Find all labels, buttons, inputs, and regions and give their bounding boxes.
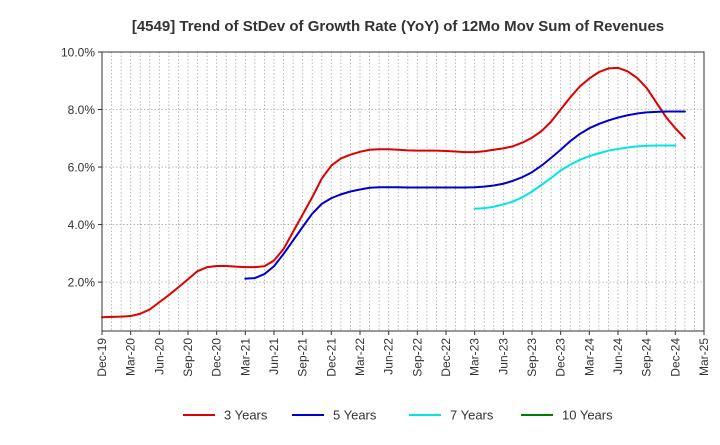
- y-tick-label: 4.0%: [68, 218, 96, 232]
- y-tick-label: 10.0%: [61, 46, 95, 60]
- x-tick-label: Dec-22: [439, 338, 453, 377]
- series-line-7-years: [473, 144, 677, 210]
- x-tick-label: Dec-23: [554, 338, 568, 377]
- x-tick-label: Jun-23: [496, 338, 510, 375]
- legend-label: 7 Years: [450, 408, 494, 423]
- y-tick-label: 8.0%: [68, 103, 96, 117]
- series-line-5-years: [244, 110, 686, 280]
- legend: 3 Years 5 Years 7 Years 10 Years: [183, 408, 613, 423]
- x-tick-label: Jun-21: [267, 338, 281, 375]
- x-tick-label: Sep-21: [296, 338, 310, 377]
- y-tick-label: 6.0%: [68, 161, 96, 175]
- x-tick-label: Dec-19: [95, 338, 109, 377]
- y-axis-ticks: 2.0% 4.0% 6.0% 8.0% 10.0%: [61, 46, 102, 290]
- legend-label: 3 Years: [224, 408, 268, 423]
- x-tick-label: Jun-22: [382, 338, 396, 375]
- x-tick-label: Mar-23: [468, 338, 482, 376]
- x-axis-ticks: Dec-19 Mar-20 Jun-20 Sep-20 Dec-20 Mar-21 Jun-…: [95, 331, 711, 377]
- x-tick-label: Dec-21: [324, 338, 338, 377]
- x-tick-label: Jun-20: [152, 338, 166, 375]
- chart-title: [4549] Trend of StDev of Growth Rate (Yo…: [132, 18, 664, 35]
- x-tick-label: Mar-22: [353, 338, 367, 376]
- x-tick-label: Mar-21: [238, 338, 252, 376]
- x-tick-label: Mar-24: [582, 338, 596, 376]
- series-line-3-years: [101, 66, 686, 319]
- x-tick-label: Jun-24: [611, 338, 625, 375]
- x-tick-label: Mar-25: [697, 338, 711, 376]
- x-tick-label: Sep-22: [410, 338, 424, 377]
- x-tick-label: Sep-20: [181, 338, 195, 377]
- x-tick-label: Dec-20: [210, 338, 224, 377]
- x-tick-label: Sep-23: [525, 338, 539, 377]
- plot-area: [102, 52, 704, 331]
- legend-label: 5 Years: [333, 408, 377, 423]
- plot-border: [101, 51, 705, 332]
- grid-lines: [102, 51, 704, 331]
- x-tick-label: Dec-24: [668, 338, 682, 377]
- x-tick-label: Sep-24: [640, 338, 654, 377]
- series-lines: [101, 66, 686, 319]
- x-tick-label: Mar-20: [124, 338, 138, 376]
- legend-label: 10 Years: [562, 408, 613, 423]
- y-tick-label: 2.0%: [68, 276, 96, 290]
